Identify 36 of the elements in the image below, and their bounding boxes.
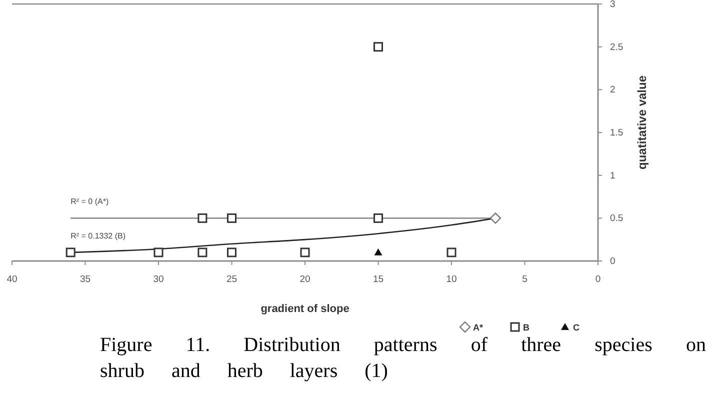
point (374, 42, 383, 52)
legend-label: B (523, 322, 530, 332)
y-tick-label: 2 (610, 84, 616, 96)
legend-label: A* (473, 322, 484, 332)
annotation: R² = 0 (A*) (70, 197, 109, 206)
point (374, 248, 382, 256)
y-axis-title: quatitative value (635, 75, 649, 170)
y-tick-label: 1.5 (610, 128, 624, 138)
x-tick-label: 10 (446, 274, 457, 285)
x-tick-label: 40 (6, 274, 18, 285)
text: Figure 11. Distribution patterns of three species on shrub and herb layers (1) (100, 333, 706, 384)
x-tick-label: 35 (80, 274, 91, 285)
point (154, 248, 164, 258)
annotation: R² = 0.1332 (B) (70, 231, 126, 240)
point (300, 248, 310, 258)
point (227, 248, 236, 258)
point (198, 248, 208, 258)
point (198, 213, 208, 223)
point (374, 213, 383, 223)
x-tick-label: 30 (153, 274, 164, 285)
y-tick-label: 0.5 (610, 213, 624, 224)
point (66, 248, 76, 258)
x-tick-label: 0 (595, 274, 601, 285)
x-tick-label: 15 (372, 274, 384, 285)
legend-label: C (573, 322, 580, 332)
x-tick-label: 20 (300, 274, 310, 285)
point (446, 248, 456, 258)
x-tick-label: 5 (522, 274, 528, 285)
y-tick-label: 2.5 (610, 42, 624, 53)
point (227, 213, 236, 223)
x-tick-label: 25 (226, 274, 238, 285)
y-tick-label: 1 (610, 170, 616, 182)
y-tick-label: 3 (610, 0, 616, 10)
point (490, 212, 502, 224)
y-tick-label: 0 (610, 256, 616, 267)
x-axis-title: gradient of slope (260, 303, 350, 315)
